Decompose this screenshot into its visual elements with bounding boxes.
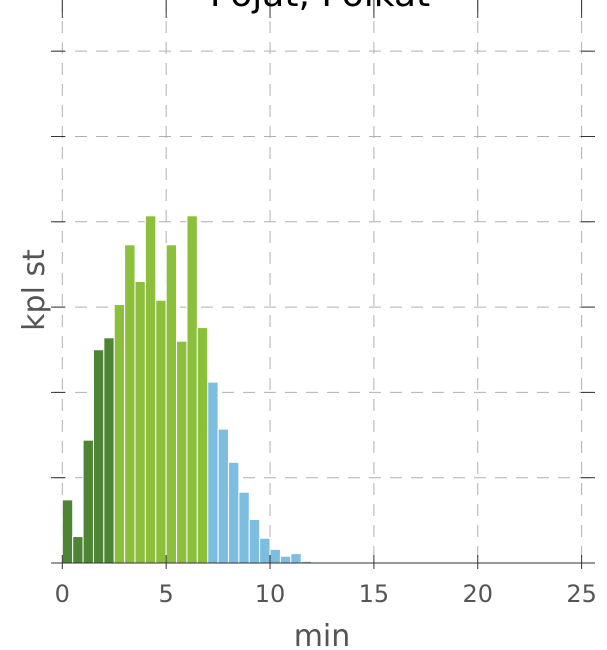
histogram-bar [248,518,261,564]
histogram-bar [165,244,178,564]
histogram-bar [238,491,250,564]
histogram-bar [227,461,240,564]
histogram-bar [176,340,188,564]
histogram-bar [269,548,281,564]
ticks: 0 5 10 15 20 25 [51,0,597,608]
x-tick-label: 10 [255,580,286,608]
chart-title: Pojat, Poikat [210,0,430,15]
bars [61,215,344,564]
histogram-bar [92,349,105,564]
histogram-bar [124,244,136,564]
histogram-bar [113,304,126,564]
histogram-bar [103,337,115,564]
histogram-bar [144,215,157,564]
histogram-bar [279,555,292,564]
histogram-bar [259,537,271,564]
histogram-bar [207,381,219,564]
histogram-bar [186,215,198,564]
histogram-bar [155,299,167,564]
histogram-bar [196,327,209,564]
x-axis-title: min [294,619,351,650]
x-tick-label: 5 [159,580,174,608]
histogram-bar [290,553,302,564]
histogram-bar [82,439,94,564]
x-tick-label: 20 [462,580,493,608]
histogram-bar [217,428,229,564]
x-tick-label: 0 [55,580,70,608]
histogram-bar [134,281,146,564]
x-tick-label: 25 [566,580,597,608]
histogram-bar [72,536,84,564]
histogram-bar [61,499,74,564]
x-tick-label: 15 [359,580,390,608]
y-axis-title: kpl st [17,249,52,331]
